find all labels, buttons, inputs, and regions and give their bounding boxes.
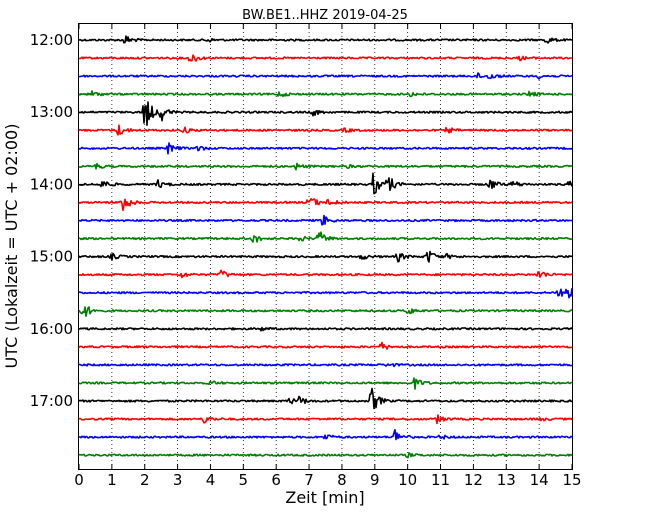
vertical-grid [111,24,540,469]
seismogram-trace [78,250,573,263]
seismogram-trace [78,90,573,98]
x-tick-label: 15 [562,471,581,489]
x-tick-label: 12 [464,471,483,489]
x-tick-label: 8 [337,471,347,489]
seismogram-trace [78,269,573,279]
x-tick-label: 10 [398,471,417,489]
seismogram-trace [78,428,573,441]
seismogram-trace [78,101,573,126]
seismogram-trace [78,124,573,136]
x-tick-label: 6 [271,471,281,489]
y-tick-label: 17:00 [30,392,73,410]
y-tick-label: 13:00 [30,103,73,121]
seismogram-trace [78,377,573,390]
seismogram-trace [78,35,573,44]
x-tick-label: 9 [370,471,380,489]
seismogram-trace [78,326,573,332]
seismogram-trace [78,451,573,459]
plot-frame [78,23,573,470]
seismogram-trace [78,142,573,155]
x-tick-label: 1 [107,471,117,489]
y-tick-label: 12:00 [30,31,73,49]
x-tick-label: 13 [497,471,516,489]
x-tick-label: 7 [304,471,314,489]
x-tick-label: 3 [173,471,183,489]
seismogram-trace [78,162,573,171]
x-tick-label: 2 [140,471,150,489]
seismogram-trace [78,214,572,226]
seismogram-trace [78,362,573,368]
y-axis-ticks: 12:00 13:00 14:00 15:00 16:00 17:00 [30,31,572,410]
x-tick-label: 0 [74,471,84,489]
y-tick-label: 16:00 [30,320,73,338]
seismogram-trace [78,414,573,425]
x-tick-label: 5 [239,471,249,489]
seismogram-trace [78,54,573,62]
chart-title: BW.BE1..HHZ 2019-04-25 [242,8,408,23]
seismogram-trace [78,72,573,80]
y-axis-label: UTC (Lokalzeit = UTC + 02:00) [2,124,21,369]
x-tick-label: 4 [206,471,216,489]
seismogram-trace [78,231,573,243]
seismogram-trace [78,197,573,212]
x-tick-label: 14 [530,471,549,489]
seismogram-trace [78,306,572,318]
x-tick-label: 11 [431,471,450,489]
seismogram-trace [78,387,573,410]
seismogram-trace [78,341,573,350]
x-axis-label: Zeit [min] [285,488,364,507]
seismogram-trace [78,288,573,299]
y-tick-label: 15:00 [30,248,73,266]
seismogram-trace [78,172,573,195]
y-tick-label: 14:00 [30,175,73,193]
x-axis-ticks: 0 1 2 3 4 5 6 7 8 9 10 11 12 13 14 15 [74,24,582,489]
seismogram-traces [78,35,573,459]
